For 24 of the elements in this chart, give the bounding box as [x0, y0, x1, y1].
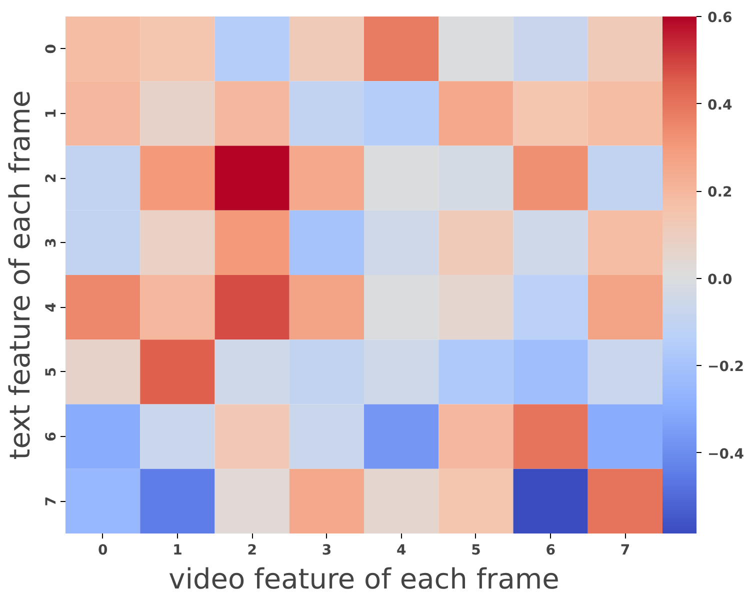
- y-tick-label: 0: [44, 44, 60, 54]
- y-tick-label: 5: [44, 367, 60, 377]
- y-tick-label: 4: [44, 302, 60, 312]
- color-bar-label: 0.2: [708, 184, 732, 201]
- y-tick-label: 3: [44, 238, 60, 248]
- x-tick-label: 5: [471, 542, 481, 558]
- x-axis-title: video feature of each frame: [168, 562, 560, 596]
- y-axis-title: text feature of each frame: [4, 90, 36, 460]
- y-tick-label: 6: [44, 432, 60, 442]
- color-bar-label: −0.4: [708, 446, 744, 462]
- x-tick-label: 6: [546, 542, 556, 558]
- y-tick-label: 2: [44, 173, 60, 183]
- x-tick-label: 0: [98, 542, 108, 558]
- y-tick-label: 1: [44, 108, 60, 118]
- x-tick-label: 2: [247, 542, 257, 558]
- x-tick-label: 3: [322, 542, 332, 558]
- y-tick-label: 7: [44, 496, 60, 506]
- x-tick-label: 4: [396, 542, 406, 558]
- color-bar-label: −0.2: [708, 359, 744, 376]
- x-tick-label: 7: [620, 542, 630, 558]
- color-bar-label: 0.4: [708, 97, 733, 114]
- x-tick-label: 1: [172, 542, 182, 558]
- color-bar-label: 0.0: [708, 272, 733, 288]
- color-bar-label: 0.6: [708, 10, 732, 26]
